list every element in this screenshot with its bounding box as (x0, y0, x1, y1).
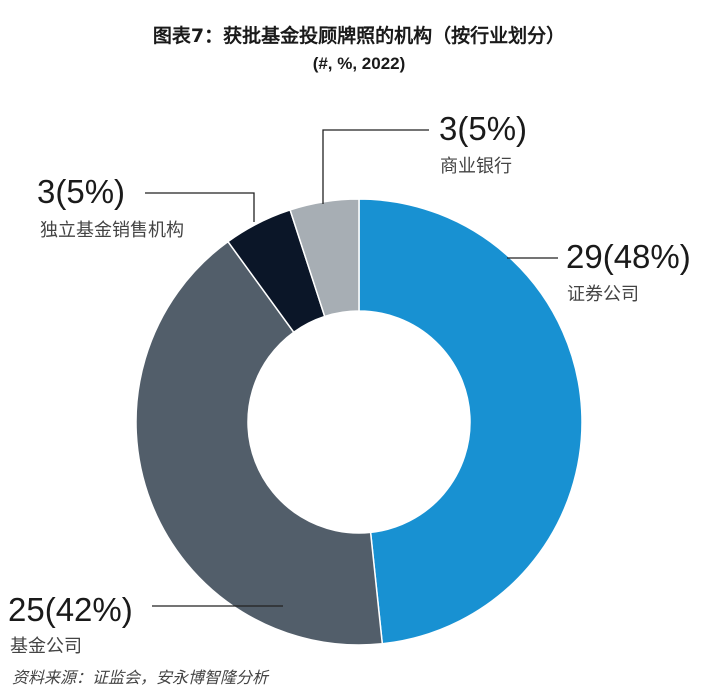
donut-slice-4 (289, 198, 360, 318)
slice-category-label-4: 商业银行 (440, 156, 512, 177)
slice-category-label-3: 独立基金销售机构 (40, 220, 184, 241)
chart-title: 图表7：获批基金投顾牌照的机构（按行业划分） (152, 25, 566, 47)
chart-subtitle: (#, %, 2022) (312, 54, 406, 73)
donut-slice-2 (135, 240, 384, 646)
leader-line-4 (322, 129, 429, 204)
slice-category-label-2: 基金公司 (10, 636, 82, 657)
slice-value-label-1: 29(48%) (566, 238, 691, 275)
slice-value-label-2: 25(42%) (8, 591, 133, 628)
slice-value-label-4: 3(5%) (439, 110, 527, 147)
donut-slice-1 (358, 198, 583, 645)
slice-value-label-3: 3(5%) (37, 173, 125, 210)
slice-category-label-1: 证券公司 (567, 284, 639, 305)
leader-line-3 (145, 192, 255, 222)
source-note: 资料来源：证监会，安永博智隆分析 (12, 668, 269, 687)
